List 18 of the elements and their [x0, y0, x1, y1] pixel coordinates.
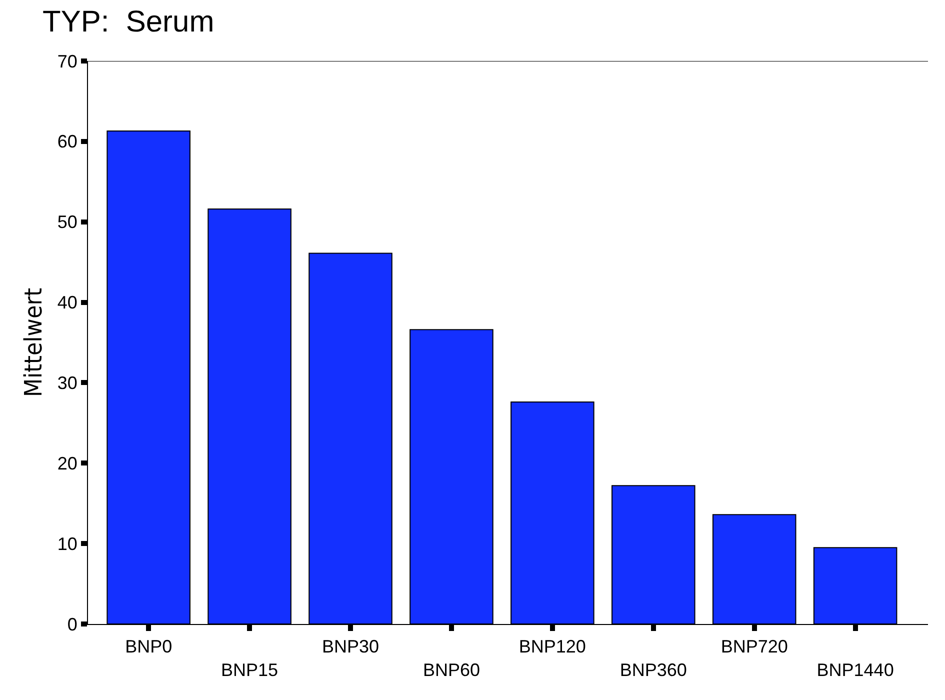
x-tick-label: BNP720 [720, 636, 788, 657]
x-tick-label: BNP15 [221, 660, 278, 680]
x-tick-label: BNP30 [322, 636, 380, 657]
y-tick-label: 50 [57, 212, 78, 232]
y-tick-label: 20 [57, 453, 78, 474]
y-tick-label: 40 [57, 292, 78, 313]
y-tick-label: 60 [57, 132, 78, 152]
chart-title: TYP: Serum [42, 6, 214, 38]
y-axis-title: Mittelwert [19, 288, 48, 398]
x-tick-label: BNP60 [422, 660, 480, 680]
x-tick-label: BNP360 [620, 660, 687, 680]
y-tick-label: 70 [57, 51, 78, 72]
x-tick-label: BNP1440 [816, 660, 894, 680]
y-tick-label: 10 [57, 534, 78, 554]
x-tick-label: BNP120 [518, 636, 586, 657]
y-tick-label: 0 [67, 614, 78, 634]
y-tick-label: 30 [57, 373, 78, 394]
x-tick-label: BNP0 [125, 636, 172, 657]
